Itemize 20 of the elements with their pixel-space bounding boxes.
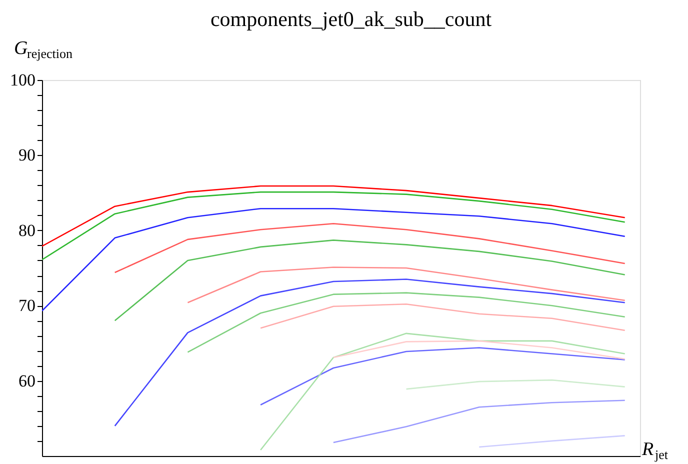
y-tick-label: 60 — [18, 371, 36, 390]
y-tick-label: 70 — [18, 296, 36, 316]
y-tick-label: 100 — [10, 70, 36, 90]
line-series — [332, 340, 626, 360]
y-tick-label: 80 — [18, 220, 36, 240]
y-tick-label: 90 — [18, 146, 36, 165]
line-series — [114, 278, 626, 427]
line-series — [42, 185, 626, 247]
line-series — [42, 191, 626, 260]
line-series — [187, 266, 626, 304]
line-series — [114, 222, 626, 274]
line-series — [114, 240, 626, 322]
line-series — [187, 292, 626, 353]
line-series — [332, 400, 626, 444]
line-series — [260, 303, 626, 332]
line-series — [406, 379, 626, 390]
chart-title: components_jet0_ak_sub__count — [210, 7, 492, 31]
line-series — [42, 208, 626, 312]
line-series — [260, 347, 626, 406]
line-series — [260, 332, 626, 451]
